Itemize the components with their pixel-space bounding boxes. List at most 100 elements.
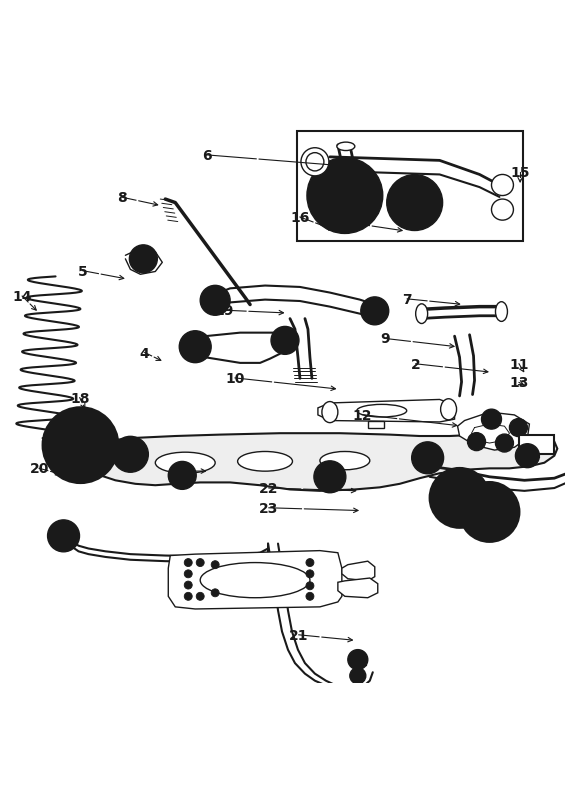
Ellipse shape [415,305,428,324]
Polygon shape [342,561,375,581]
Circle shape [62,427,98,464]
Ellipse shape [495,302,508,322]
Ellipse shape [440,399,457,420]
Circle shape [179,331,211,363]
Circle shape [130,245,157,273]
Circle shape [54,526,74,546]
Text: 19: 19 [214,304,233,318]
Text: 17: 17 [340,217,359,230]
Circle shape [387,176,443,231]
Text: 7: 7 [402,293,412,306]
Circle shape [71,435,91,456]
Circle shape [185,338,205,357]
Circle shape [352,654,364,666]
Circle shape [196,593,204,601]
Text: 23: 23 [259,501,278,515]
Circle shape [185,593,192,601]
Circle shape [419,449,436,468]
Circle shape [397,185,432,221]
Ellipse shape [337,143,355,152]
Text: 5: 5 [78,265,87,278]
Text: 1: 1 [61,419,71,433]
Circle shape [174,468,190,484]
Circle shape [325,176,365,217]
Circle shape [401,189,428,217]
Ellipse shape [155,452,215,474]
Text: 12: 12 [352,408,372,422]
Text: 15: 15 [511,166,530,180]
Ellipse shape [301,148,329,176]
Circle shape [320,172,370,221]
Circle shape [276,332,294,350]
Circle shape [271,327,299,355]
Circle shape [411,442,444,474]
Ellipse shape [200,563,310,598]
Circle shape [445,484,474,513]
Polygon shape [457,412,529,451]
Circle shape [307,159,383,234]
Polygon shape [88,434,558,492]
Circle shape [482,410,501,430]
Circle shape [187,339,203,355]
Circle shape [520,449,534,463]
Circle shape [475,498,504,526]
Circle shape [185,570,192,578]
Circle shape [495,435,513,452]
Circle shape [321,468,339,486]
Ellipse shape [320,452,370,470]
Circle shape [452,490,468,506]
Text: 9: 9 [380,332,389,346]
Circle shape [470,492,509,533]
Circle shape [366,302,384,321]
Circle shape [348,650,368,670]
Circle shape [185,581,192,589]
Text: 21: 21 [289,628,308,642]
Circle shape [516,444,539,468]
Text: 4: 4 [140,346,149,360]
Text: 2: 2 [411,358,421,371]
Circle shape [482,505,496,519]
Bar [368,421,384,428]
Circle shape [306,593,314,601]
Circle shape [206,292,224,310]
Ellipse shape [357,405,407,418]
Text: 14: 14 [12,290,32,304]
Circle shape [509,419,528,437]
Circle shape [278,334,292,348]
Text: 18: 18 [70,391,89,405]
Text: 6: 6 [202,148,212,163]
Circle shape [42,407,118,484]
Circle shape [48,520,79,552]
Circle shape [185,559,192,567]
Circle shape [168,462,196,490]
Circle shape [430,468,490,529]
Circle shape [350,668,366,684]
Circle shape [407,196,423,211]
Circle shape [135,252,151,267]
Circle shape [55,421,105,471]
Text: 11: 11 [509,358,529,371]
Bar [297,132,524,242]
Circle shape [314,461,346,493]
Circle shape [333,184,357,209]
Bar [520,435,554,455]
Circle shape [84,448,102,465]
Polygon shape [318,400,454,423]
Ellipse shape [306,153,324,172]
Text: 13: 13 [509,376,529,390]
Circle shape [113,437,148,472]
Circle shape [460,483,520,542]
Text: 3: 3 [171,464,181,479]
Ellipse shape [322,402,338,423]
Circle shape [306,570,314,578]
Circle shape [440,478,479,518]
Ellipse shape [491,200,513,221]
Circle shape [196,559,204,567]
Circle shape [211,589,219,597]
Circle shape [119,444,142,466]
Circle shape [211,561,219,569]
Circle shape [306,582,314,590]
Polygon shape [168,551,342,610]
Text: 20: 20 [29,462,49,476]
Circle shape [468,433,486,451]
